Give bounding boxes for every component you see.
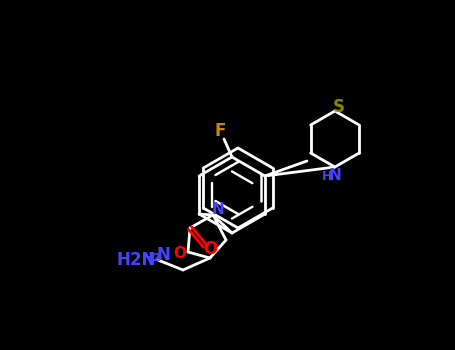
Text: H: H xyxy=(142,251,154,265)
Text: F: F xyxy=(214,122,226,140)
Text: N: N xyxy=(329,168,341,182)
Text: N: N xyxy=(156,246,170,264)
Text: O: O xyxy=(203,240,217,258)
Text: N: N xyxy=(212,202,224,217)
Text: H: H xyxy=(322,170,332,183)
Text: 2: 2 xyxy=(152,253,160,263)
Text: O: O xyxy=(173,246,187,261)
Text: S: S xyxy=(333,98,345,116)
Text: H2N: H2N xyxy=(116,251,156,269)
